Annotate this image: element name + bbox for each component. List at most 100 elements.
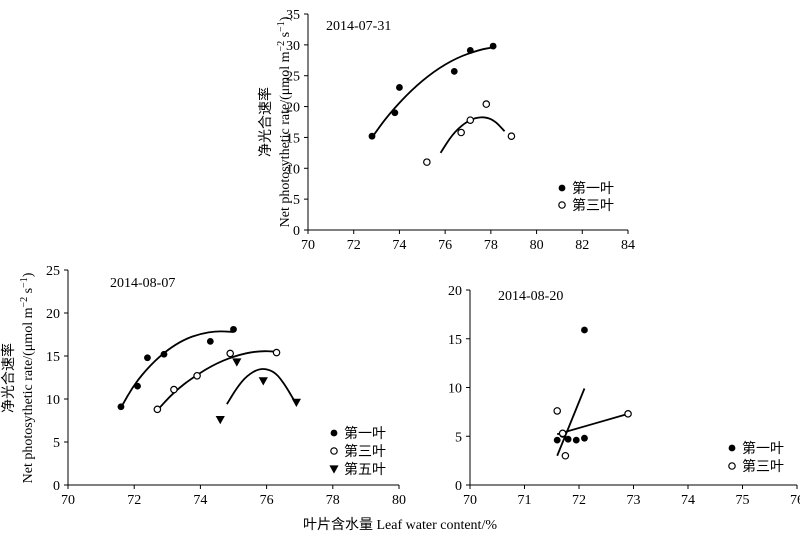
y-axis-label-cn-bottom: 净光合速率	[0, 343, 17, 413]
y-axis-label-sup1: −2	[276, 41, 287, 52]
y-tick-label: 0	[53, 479, 60, 494]
legend-label: 第三叶	[572, 197, 614, 214]
y-axis-label-main: Net photosythetic rate/(μmol m	[278, 51, 293, 227]
y-tick-label: 5	[53, 436, 60, 451]
legend-marker	[558, 184, 566, 192]
data-point	[489, 42, 497, 50]
data-point	[232, 358, 242, 367]
x-tick-label: 71	[518, 493, 532, 508]
y-tick-label: 25	[286, 70, 300, 85]
legend-label: 第五叶	[344, 461, 386, 478]
y-axis-label-end: )	[278, 16, 293, 21]
x-tick-label: 72	[572, 493, 586, 508]
data-point	[230, 325, 237, 333]
y-tick-label: 5	[293, 193, 300, 208]
data-point	[170, 385, 178, 394]
data-point	[368, 132, 376, 140]
x-tick-label: 80	[392, 493, 406, 508]
data-point	[572, 436, 580, 444]
x-tick-label: 74	[681, 493, 695, 508]
data-point	[466, 47, 474, 54]
x-tick-label: 74	[193, 493, 207, 508]
y-tick-label: 5	[455, 430, 462, 445]
fit-curve	[156, 350, 277, 411]
data-point	[206, 337, 214, 345]
x-tick-label: 84	[621, 238, 635, 253]
data-point	[291, 398, 301, 408]
y-tick-label: 30	[286, 39, 300, 54]
fit-curve	[226, 368, 298, 405]
data-point	[482, 100, 491, 108]
data-point	[553, 407, 562, 415]
data-point	[226, 349, 234, 358]
data-point	[160, 350, 168, 358]
y-tick-label: 15	[46, 350, 60, 365]
data-point	[144, 354, 151, 362]
x-tick-label: 78	[484, 238, 498, 253]
x-tick-label: 72	[347, 238, 361, 253]
x-tick-label: 70	[61, 493, 75, 508]
fit-curve	[371, 46, 494, 138]
legend-label: 第一叶	[572, 180, 614, 197]
x-tick-label: 76	[438, 238, 452, 253]
y-axis-label-mid: s	[278, 32, 293, 41]
y-axis-label-main: Net photosythetic rate/(μmol m	[21, 307, 36, 483]
x-tick-label: 78	[326, 493, 340, 508]
y-axis-label-sup2: −1	[276, 21, 287, 32]
x-tick-label: 82	[575, 238, 589, 253]
y-tick-label: 0	[293, 224, 300, 239]
x-tick-label: 70	[301, 238, 315, 253]
y-axis-label-cn-top: 净光合速率	[257, 87, 274, 157]
panel-2014-08-07: 0 5 10 15 20 25 70 72 74 76 78 80 2014-08-07 第一叶第三叶第五…	[46, 264, 406, 508]
y-axis-label-bottom: Net photosythetic rate/(μmol m−2 s−1)	[19, 272, 37, 483]
data-point	[272, 348, 281, 357]
legend-marker	[329, 465, 339, 474]
data-point	[581, 434, 588, 442]
legend-label: 第三叶	[344, 443, 386, 460]
data-point	[624, 410, 632, 418]
y-axis-label-end: )	[21, 272, 36, 277]
x-tick-label: 76	[790, 493, 800, 508]
data-point	[215, 415, 225, 425]
legend-label: 第一叶	[344, 425, 386, 442]
y-tick-label: 10	[46, 393, 60, 408]
y-axis-label-top: Net photosythetic rate/(μmol m−2 s−1)	[276, 16, 294, 227]
data-point	[561, 451, 570, 460]
y-tick-label: 15	[286, 131, 300, 146]
panel-2014-07-31: 0 5 10 15 20 25 30 35 70 72 74 76 78 80 82 84 2014-07-31…	[286, 8, 635, 253]
y-axis-label-sup2: −1	[19, 277, 30, 288]
y-axis-label-sup1: −2	[19, 297, 30, 308]
data-point	[450, 67, 458, 75]
x-tick-label: 75	[736, 493, 750, 508]
x-tick-label: 70	[463, 493, 477, 508]
data-point	[558, 429, 567, 438]
data-point	[581, 326, 588, 334]
data-point	[553, 436, 561, 444]
x-axis-label: 叶片含水量 Leaf water content/%	[303, 517, 497, 533]
panel-date-label: 2014-08-20	[498, 289, 563, 304]
legend-marker	[330, 447, 338, 455]
x-tick-label: 80	[530, 238, 544, 253]
data-point	[466, 116, 475, 124]
x-tick-label: 72	[127, 493, 141, 508]
panel-date-label: 2014-08-07	[110, 276, 175, 291]
y-tick-label: 10	[448, 382, 462, 397]
y-tick-label: 20	[286, 101, 300, 116]
data-point	[153, 405, 162, 414]
data-point	[193, 371, 201, 380]
legend-marker	[728, 462, 736, 470]
x-tick-label: 76	[260, 493, 274, 508]
data-point	[117, 403, 125, 411]
fit-curve	[439, 116, 506, 154]
data-point	[258, 377, 268, 386]
fit-curve	[556, 388, 586, 457]
y-tick-label: 15	[448, 333, 462, 348]
panel-date-label: 2014-07-31	[326, 19, 391, 34]
data-point	[507, 132, 516, 140]
y-tick-label: 20	[448, 284, 462, 299]
y-tick-label: 10	[286, 162, 300, 177]
y-tick-label: 20	[46, 307, 60, 322]
y-tick-label: 0	[455, 479, 462, 494]
data-point	[457, 128, 465, 137]
